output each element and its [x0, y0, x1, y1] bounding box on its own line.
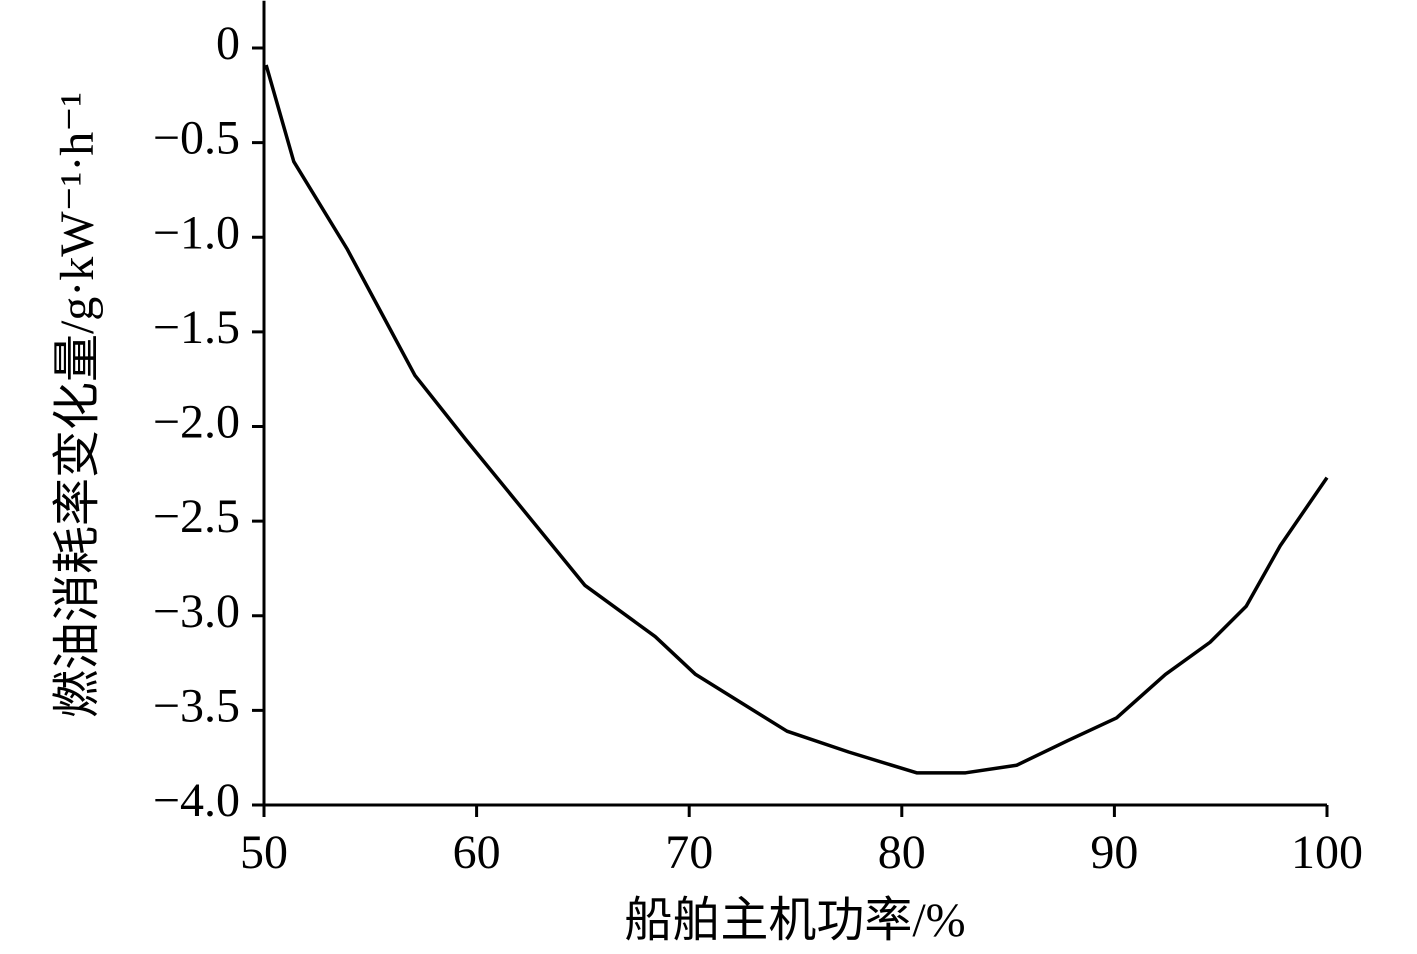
- x-tick-label: 70: [665, 826, 713, 879]
- y-tick-label: −2.0: [153, 396, 240, 449]
- x-tick-label: 90: [1090, 826, 1138, 879]
- data-line: [264, 64, 1329, 775]
- y-tick-label: −3.0: [153, 585, 240, 638]
- y-axis-label: 燃油消耗率变化量/g·kW⁻¹·h⁻¹: [51, 92, 104, 718]
- x-tick-label: 100: [1291, 826, 1363, 879]
- y-tick-label: −1.0: [153, 206, 240, 259]
- x-axis-label: 船舶主机功率/%: [624, 894, 965, 947]
- x-tick-label: 60: [453, 826, 501, 879]
- y-tick-label: −0.5: [153, 112, 240, 165]
- y-tick-label: −4.0: [153, 774, 240, 827]
- x-tick-label: 80: [878, 826, 926, 879]
- y-tick-label: 0: [216, 17, 240, 70]
- y-tick-label: −1.5: [153, 301, 240, 354]
- y-tick-label: −2.5: [153, 490, 240, 543]
- y-tick-label: −3.5: [153, 679, 240, 732]
- x-tick-label: 50: [240, 826, 288, 879]
